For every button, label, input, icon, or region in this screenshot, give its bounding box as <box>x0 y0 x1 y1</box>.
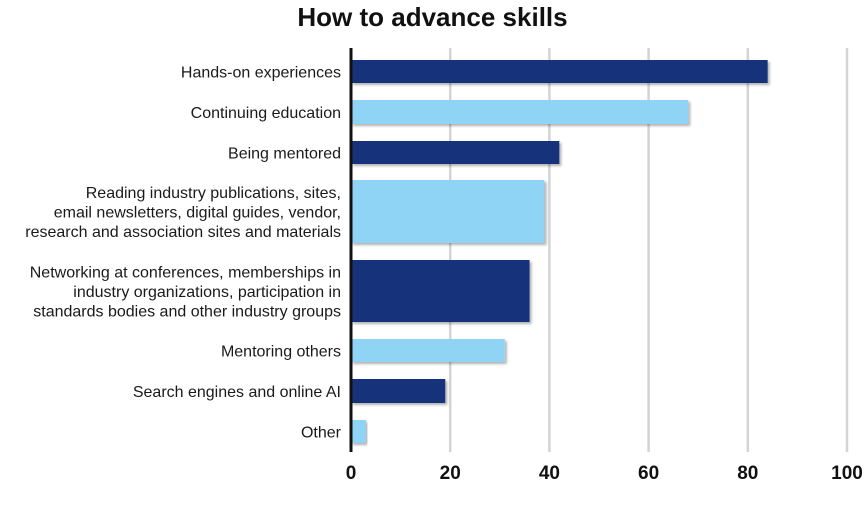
category-label: Continuing education <box>191 105 341 122</box>
chart-title: How to advance skills <box>297 2 568 32</box>
category-label: Being mentored <box>228 146 341 163</box>
bar <box>351 60 768 83</box>
x-tick-label: 80 <box>737 463 758 484</box>
category-label: Other <box>301 425 342 442</box>
bar <box>351 141 560 164</box>
x-tick-label: 100 <box>831 463 863 484</box>
category-label: Networking at conferences, memberships i… <box>30 265 341 321</box>
x-tick-label: 60 <box>638 463 659 484</box>
x-tick-label: 20 <box>440 463 461 484</box>
bar <box>351 379 446 403</box>
x-tick-label: 40 <box>539 463 560 484</box>
category-label: Reading industry publications, sites, ema… <box>25 185 341 241</box>
bar <box>351 100 689 124</box>
category-label: Hands-on experiences <box>181 65 341 82</box>
category-label: Mentoring others <box>221 344 341 361</box>
x-axis-tick-labels: 0 20 40 60 80 100 <box>346 463 863 484</box>
bar <box>351 339 505 362</box>
x-tick-label: 0 <box>346 463 357 484</box>
category-label: Search engines and online AI <box>133 384 341 401</box>
bars <box>351 60 768 443</box>
category-labels: Hands-on experiences Continuing education… <box>25 65 341 442</box>
bar <box>351 420 366 443</box>
bar <box>351 180 545 243</box>
bar <box>351 260 530 322</box>
